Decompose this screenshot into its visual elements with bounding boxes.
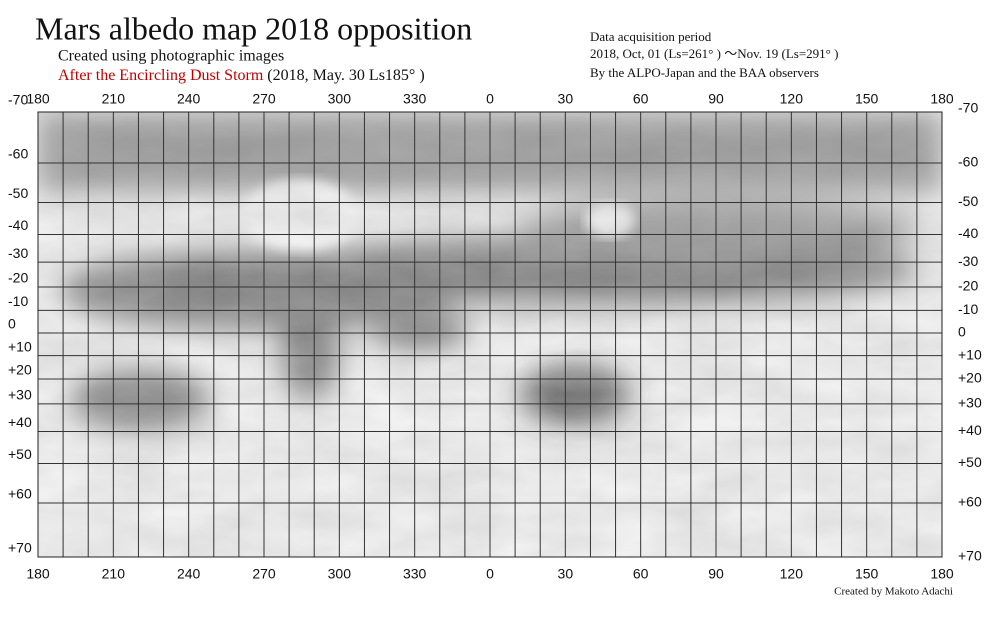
latitude-label-left: -20 (8, 270, 28, 286)
longitude-label-top: 180 (930, 91, 954, 107)
latitude-label-right: -20 (958, 278, 978, 294)
longitude-label-bottom: 330 (403, 566, 427, 582)
map-frame (37, 111, 943, 558)
latitude-label-left: +50 (8, 446, 32, 462)
latitude-label-right: -50 (958, 193, 978, 209)
title: Mars albedo map 2018 opposition (35, 10, 472, 46)
latitude-label-left: -40 (8, 217, 28, 233)
longitude-label-bottom: 270 (252, 566, 276, 582)
latitude-label-right: -10 (958, 301, 978, 317)
longitude-label-top: 210 (102, 91, 126, 107)
latitude-label-right: 0 (958, 324, 966, 340)
note-highlight: After the Encircling Dust Storm (58, 67, 264, 84)
longitude-label-bottom: 30 (558, 566, 574, 582)
longitude-label-bottom: 60 (633, 566, 649, 582)
latitude-label-left: +60 (8, 486, 32, 502)
latitude-label-right: -40 (958, 225, 978, 241)
acquisition-observers: By the ALPO-Japan and the BAA observers (590, 65, 819, 80)
latitude-label-right: +20 (958, 370, 982, 386)
latitude-label-right: +70 (958, 548, 982, 564)
latitude-label-left: +10 (8, 338, 32, 354)
longitude-label-top: 240 (177, 91, 201, 107)
longitude-label-bottom: 300 (328, 566, 352, 582)
longitude-label-top: 180 (26, 91, 50, 107)
latitude-label-left: +20 (8, 362, 32, 378)
longitude-label-top: 330 (403, 91, 427, 107)
longitude-label-bottom: 150 (855, 566, 879, 582)
latitude-label-right: -60 (958, 154, 978, 170)
latitude-label-left: -50 (8, 185, 28, 201)
latitude-label-right: +30 (958, 395, 982, 411)
latitude-label-left: -70 (8, 92, 28, 108)
credit: Created by Makoto Adachi (834, 586, 953, 598)
albedo-map (38, 112, 942, 557)
longitude-label-top: 120 (780, 91, 804, 107)
latitude-label-left: +70 (8, 540, 32, 556)
latitude-label-left: -30 (8, 245, 28, 261)
longitude-label-top: 150 (855, 91, 879, 107)
longitude-label-bottom: 90 (708, 566, 724, 582)
longitude-label-top: 90 (708, 91, 724, 107)
note: After the Encircling Dust Storm (2018, Ma… (58, 67, 425, 84)
latitude-label-right: +60 (958, 494, 982, 510)
longitude-label-top: 0 (486, 91, 494, 107)
longitude-label-bottom: 210 (102, 566, 126, 582)
longitude-label-top: 300 (328, 91, 352, 107)
longitude-label-top: 270 (252, 91, 276, 107)
acquisition-period: 2018, Oct, 01 (Ls=261° ) ～Nov. 19 (Ls=29… (590, 46, 838, 61)
latitude-label-left: 0 (8, 316, 16, 332)
longitude-label-bottom: 120 (780, 566, 804, 582)
longitude-label-bottom: 240 (177, 566, 201, 582)
latitude-label-left: -10 (8, 293, 28, 309)
longitude-label-top: 60 (633, 91, 649, 107)
latitude-label-right: +10 (958, 346, 982, 362)
longitude-label-bottom: 180 (930, 566, 954, 582)
longitude-label-bottom: 180 (26, 566, 50, 582)
latitude-label-right: -70 (958, 100, 978, 116)
note-detail: (2018, May. 30 Ls185° ) (267, 67, 424, 84)
latitude-label-left: +40 (8, 414, 32, 430)
acquisition-heading: Data acquisition period (590, 29, 712, 44)
longitude-label-bottom: 0 (486, 566, 494, 582)
latitude-label-right: -30 (958, 253, 978, 269)
latitude-label-left: -60 (8, 146, 28, 162)
latitude-label-left: +30 (8, 387, 32, 403)
latitude-label-right: +40 (958, 422, 982, 438)
longitude-label-top: 30 (558, 91, 574, 107)
latitude-label-right: +50 (958, 454, 982, 470)
subtitle: Created using photographic images (58, 48, 284, 65)
